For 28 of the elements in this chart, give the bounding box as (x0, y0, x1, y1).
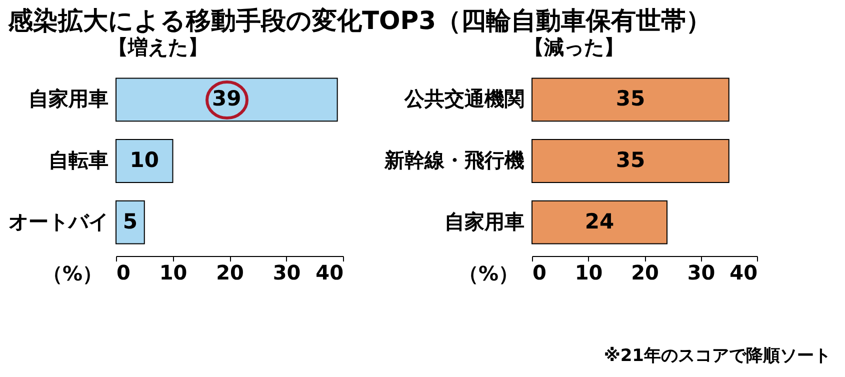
x-tick-label: 20 (631, 260, 659, 284)
text: ※21年のスコアで降順ソート (604, 345, 831, 367)
x-axis-title: （%） (42, 262, 102, 286)
y-tick-label: 新幹線・飛行機 (384, 148, 524, 172)
x-tick-label: 20 (216, 260, 244, 284)
data-label: 35 (616, 148, 646, 172)
x-tick-label: 0 (532, 260, 546, 284)
y-tick-label: オートバイ (8, 209, 108, 234)
x-tick-label: 40 (316, 260, 344, 284)
x-axis-title: （%） (458, 262, 518, 286)
chart-title: 【減った】 (523, 34, 625, 61)
y-tick-label: 自家用車 (28, 86, 108, 111)
x-tick-label: 30 (272, 260, 301, 284)
x-tick-label: 30 (687, 260, 716, 284)
x-tick-label: 40 (730, 260, 758, 284)
data-label: 35 (616, 86, 646, 111)
y-tick-label: 公共交通機関 (404, 86, 524, 111)
y-tick-label: 自家用車 (444, 209, 524, 234)
x-tick-label: 10 (574, 260, 603, 284)
chart-subtitle: 【増えた】 (107, 34, 209, 61)
data-label: 39 (212, 86, 242, 111)
y-tick-label: 自転車 (48, 148, 108, 172)
data-label: 10 (130, 148, 159, 172)
data-label: 5 (122, 209, 138, 234)
x-tick-label: 10 (159, 260, 188, 284)
data-label: 24 (584, 209, 614, 234)
chart-title: 感染拡大による移動手段の変化TOP3（四輪自動車保有世帯） (8, 5, 712, 36)
x-tick-label: 0 (116, 260, 130, 284)
